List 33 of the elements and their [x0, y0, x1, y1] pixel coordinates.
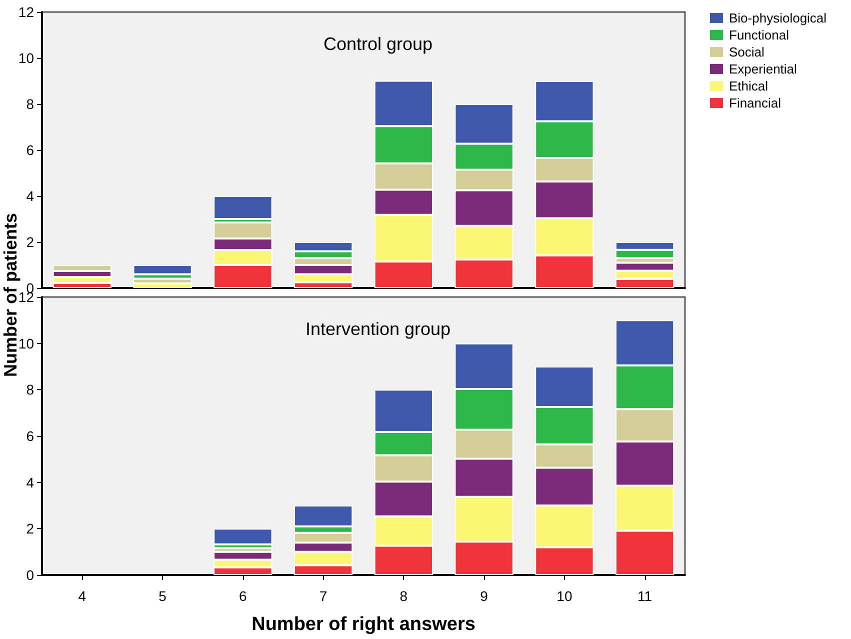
- bar: [214, 196, 272, 219]
- x-tick-label: 9: [480, 588, 488, 604]
- legend-label: Experiential: [729, 62, 798, 76]
- y-tick-label: 10: [18, 50, 34, 66]
- y-tick-label: 8: [26, 382, 34, 398]
- legend-label: Bio-physiological: [729, 10, 827, 26]
- y-tick-label: 2: [26, 234, 34, 250]
- x-tick-label: 6: [239, 588, 248, 604]
- x-tick-label: 10: [556, 588, 572, 604]
- y-tick-label: 8: [26, 96, 34, 112]
- text: Intervention group: [305, 319, 451, 339]
- x-tick-label: 5: [158, 588, 167, 604]
- x-axis-title: Number of right answers: [252, 614, 476, 635]
- bar: [133, 283, 192, 288]
- legend-label: Functional: [729, 28, 790, 42]
- y-tick-label: 4: [26, 188, 34, 204]
- legend-label: Financial: [729, 96, 782, 110]
- legend-label: Social: [729, 44, 765, 60]
- x-tick-label: 8: [400, 588, 408, 604]
- y-tick-label: 2: [26, 520, 34, 537]
- y-tick-label: 12: [18, 4, 34, 20]
- y-tick-label: 10: [18, 335, 34, 352]
- x-tick-label: 4: [78, 588, 86, 604]
- bar: [214, 528, 272, 544]
- y-tick-label: 6: [26, 142, 34, 158]
- y-tick-label: 4: [26, 474, 34, 490]
- y-tick-label: 6: [26, 428, 34, 444]
- y-axis-title: Number of patients: [0, 212, 20, 378]
- x-tick-label: 7: [319, 588, 328, 604]
- text: Control group: [323, 34, 433, 54]
- y-tick-label: 0: [26, 567, 34, 583]
- legend-label: Ethical: [729, 78, 768, 94]
- x-tick-label: 11: [638, 588, 652, 604]
